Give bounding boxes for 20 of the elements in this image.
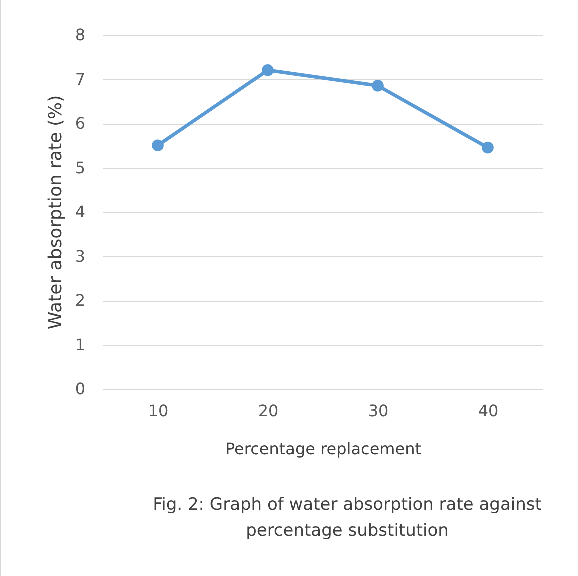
x-tick-label: 30 xyxy=(368,402,389,420)
y-tick-label: 0 xyxy=(75,380,86,398)
point xyxy=(372,80,384,92)
x-tick-label: 20 xyxy=(258,402,279,420)
caption: Fig. 2: Graph of water absorption rate against percentage substitution xyxy=(152,494,543,543)
y-tick-label: 1 xyxy=(75,335,86,354)
y-tick-label: 7 xyxy=(75,70,86,89)
y-tick-label: 5 xyxy=(75,158,86,178)
x-axis-title: Percentage replacement xyxy=(225,440,422,458)
point xyxy=(152,140,164,152)
x-tick-label: 10 xyxy=(148,402,169,420)
y-tick-label: 2 xyxy=(75,291,86,310)
point xyxy=(482,142,494,154)
y-tick-label: 3 xyxy=(75,246,86,266)
y-axis-title: Water absorption rate (%) xyxy=(45,95,66,330)
point xyxy=(262,64,274,76)
y-tick-label: 8 xyxy=(75,26,86,44)
y-tick-label: 4 xyxy=(75,202,86,222)
y-tick-label: 6 xyxy=(75,114,86,133)
x-tick-label: 40 xyxy=(478,402,499,420)
